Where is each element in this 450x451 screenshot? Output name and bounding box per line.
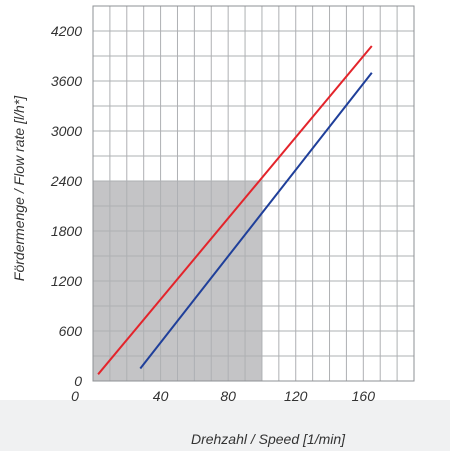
footer-band (0, 400, 450, 451)
x-axis-title: Drehzahl / Speed [1/min] (191, 431, 346, 447)
series-line-2 (139, 72, 373, 370)
y-tick-label: 1800 (51, 223, 82, 239)
y-tick-label: 1200 (51, 273, 82, 289)
y-tick-label: 3600 (51, 73, 82, 89)
y-tick-label: 4200 (51, 23, 82, 39)
x-tick-label: 0 (71, 388, 79, 404)
y-tick-label: 0 (74, 373, 82, 389)
x-tick-label: 80 (220, 388, 236, 404)
series-line-1 (97, 45, 373, 375)
x-tick-label: 160 (352, 388, 376, 404)
x-tick-label: 120 (284, 388, 308, 404)
x-tick-label: 40 (153, 388, 169, 404)
plot-frame (92, 5, 415, 382)
y-tick-label: 600 (59, 323, 83, 339)
y-tick-label: 3000 (51, 123, 82, 139)
y-axis-title: Fördermenge / Flow rate [l/h*] (11, 95, 27, 281)
y-tick-label: 2400 (50, 173, 82, 189)
